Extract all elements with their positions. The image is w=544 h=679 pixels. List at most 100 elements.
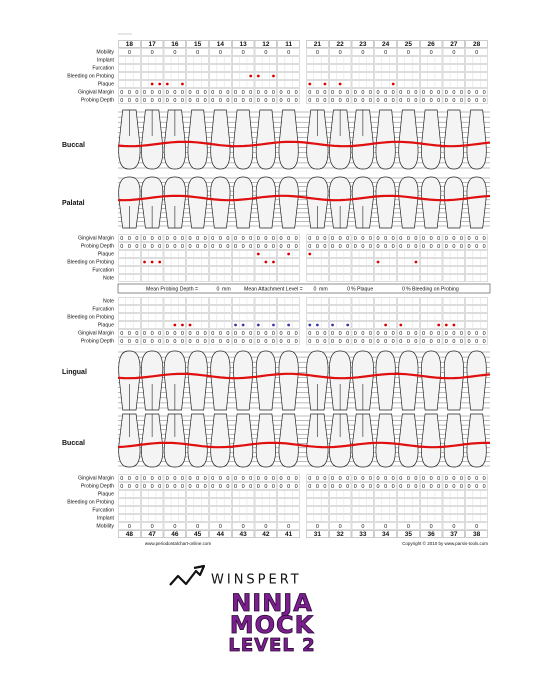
row-label: Plaque (98, 491, 114, 497)
tooth (278, 413, 299, 468)
site-value: 0 (316, 90, 319, 96)
indicator-dot (287, 252, 291, 256)
cell (420, 522, 443, 530)
cell (209, 258, 232, 266)
cell (141, 474, 164, 482)
site-value: 0 (468, 90, 471, 96)
summary-text: 0 (347, 286, 350, 292)
cell (277, 56, 300, 64)
cell (442, 250, 465, 258)
site-value: 0 (452, 331, 455, 337)
cell (232, 337, 255, 345)
cell (442, 72, 465, 80)
cell (209, 490, 232, 498)
site-value: 0 (189, 331, 192, 337)
cell (442, 482, 465, 490)
cell (465, 337, 488, 345)
tooth (398, 176, 419, 229)
site-value: 0 (377, 331, 380, 337)
cell (186, 242, 209, 250)
site-value: 0 (143, 484, 146, 490)
site-value: 0 (173, 244, 176, 250)
site-value: 0 (475, 236, 478, 242)
tooth-value: 0 (128, 524, 131, 530)
section-label: Lingual (62, 369, 87, 376)
site-value: 0 (135, 90, 138, 96)
cell (118, 490, 141, 498)
site-value: 0 (346, 331, 349, 337)
cell (277, 88, 300, 96)
cell (374, 305, 397, 313)
cell (397, 250, 420, 258)
site-value: 0 (346, 244, 349, 250)
cell (186, 64, 209, 72)
site-value: 0 (181, 98, 184, 104)
site-value: 0 (249, 236, 252, 242)
site-value: 0 (445, 331, 448, 337)
site-value: 0 (460, 339, 463, 345)
cell (186, 337, 209, 345)
site-value: 0 (189, 236, 192, 242)
site-value: 0 (120, 236, 123, 242)
site-value: 0 (346, 98, 349, 104)
cell (163, 56, 186, 64)
cell (232, 490, 255, 498)
site-value: 0 (468, 484, 471, 490)
cell (186, 274, 209, 282)
cell (209, 522, 232, 530)
site-value: 0 (287, 476, 290, 482)
row-label: Bleeding on Probing (67, 73, 114, 79)
site-value: 0 (287, 98, 290, 104)
site-value: 0 (181, 90, 184, 96)
cell (118, 297, 141, 305)
cell (329, 234, 352, 242)
cell (420, 88, 443, 96)
cell (118, 506, 141, 514)
tooth (421, 176, 442, 229)
cell (141, 522, 164, 530)
number-cell (442, 40, 465, 48)
site-value: 0 (331, 339, 334, 345)
site-value: 0 (445, 484, 448, 490)
site-value: 0 (135, 236, 138, 242)
cell (465, 88, 488, 96)
cell (254, 522, 277, 530)
number-cell (163, 40, 186, 48)
site-value: 0 (437, 331, 440, 337)
cell (351, 56, 374, 64)
site-value: 0 (219, 476, 222, 482)
cell (254, 242, 277, 250)
site-value: 0 (287, 339, 290, 345)
site-value: 0 (272, 90, 275, 96)
tooth-value: 0 (287, 50, 290, 56)
site-value: 0 (414, 236, 417, 242)
row-label: Bleeding on Probing (67, 499, 114, 505)
cell (209, 337, 232, 345)
logo-line: NINJA (231, 589, 313, 617)
site-value: 0 (151, 244, 154, 250)
site-value: 0 (234, 339, 237, 345)
tooth-number: 33 (359, 531, 367, 538)
site-value: 0 (264, 484, 267, 490)
site-value: 0 (392, 476, 395, 482)
cell (277, 329, 300, 337)
cell (306, 274, 329, 282)
site-value: 0 (211, 476, 214, 482)
site-value: 0 (308, 244, 311, 250)
site-value: 0 (272, 244, 275, 250)
number-cell (351, 530, 374, 538)
cell (374, 490, 397, 498)
site-value: 0 (354, 236, 357, 242)
cell (141, 274, 164, 282)
row-label: Bleeding on Probing (67, 314, 114, 320)
summary-text: mm (222, 286, 231, 292)
cell (163, 234, 186, 242)
cell (209, 514, 232, 522)
site-value: 0 (196, 331, 199, 337)
site-value: 0 (219, 244, 222, 250)
tooth (233, 413, 254, 468)
cell (254, 514, 277, 522)
number-cell (306, 530, 329, 538)
cell (329, 274, 352, 282)
cell (306, 514, 329, 522)
